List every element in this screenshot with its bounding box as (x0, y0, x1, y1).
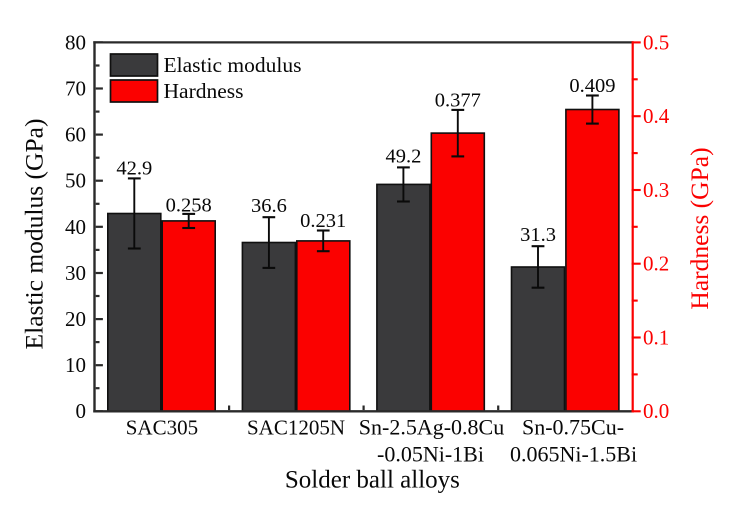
svg-text:36.6: 36.6 (251, 195, 287, 217)
svg-text:Sn-0.75Cu-: Sn-0.75Cu- (522, 415, 624, 440)
svg-text:0.0: 0.0 (643, 399, 669, 423)
svg-text:Sn-2.5Ag-0.8Cu: Sn-2.5Ag-0.8Cu (359, 415, 504, 440)
svg-text:30: 30 (65, 261, 86, 285)
svg-text:Hardness (GPa): Hardness (GPa) (685, 147, 714, 309)
svg-text:0.5: 0.5 (643, 30, 669, 54)
svg-text:Elastic modulus (GPa): Elastic modulus (GPa) (20, 119, 49, 350)
svg-text:0.3: 0.3 (643, 178, 669, 202)
svg-text:70: 70 (65, 76, 86, 100)
svg-text:0.065Ni-1.5Bi: 0.065Ni-1.5Bi (510, 441, 637, 466)
svg-text:0.409: 0.409 (569, 75, 615, 97)
svg-text:31.3: 31.3 (520, 224, 556, 246)
svg-text:20: 20 (65, 307, 86, 331)
svg-text:0.231: 0.231 (300, 210, 346, 232)
svg-text:10: 10 (65, 353, 86, 377)
svg-text:Hardness: Hardness (164, 79, 244, 103)
svg-text:0.1: 0.1 (643, 325, 669, 349)
svg-text:Solder ball alloys: Solder ball alloys (285, 467, 460, 494)
svg-text:42.9: 42.9 (116, 158, 152, 180)
svg-text:0.377: 0.377 (435, 89, 481, 111)
svg-text:SAC305: SAC305 (126, 416, 198, 440)
svg-text:0: 0 (76, 399, 87, 423)
svg-text:-0.05Ni-1Bi: -0.05Ni-1Bi (377, 441, 484, 466)
svg-text:80: 80 (65, 30, 86, 54)
svg-text:40: 40 (65, 215, 86, 239)
svg-text:49.2: 49.2 (385, 146, 421, 168)
svg-text:0.4: 0.4 (643, 104, 670, 128)
svg-text:60: 60 (65, 123, 86, 147)
svg-text:50: 50 (65, 169, 86, 193)
svg-text:0.2: 0.2 (643, 252, 669, 276)
svg-text:0.258: 0.258 (166, 195, 212, 217)
svg-text:Elastic modulus: Elastic modulus (164, 53, 302, 77)
svg-text:SAC1205N: SAC1205N (247, 416, 345, 440)
